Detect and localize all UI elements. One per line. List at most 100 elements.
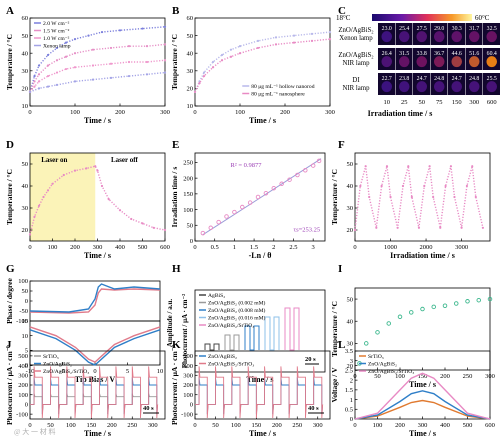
y-axis-label: Temperature / °C [5, 34, 14, 90]
thermal-hotspot [416, 31, 427, 43]
data-point [442, 303, 448, 308]
y-tick-label: 3.5 [345, 348, 353, 355]
data-point [145, 73, 149, 76]
thermal-value: 51.6 [469, 51, 479, 57]
x-axis-label: Time / s [84, 116, 111, 125]
plot-frame [194, 152, 326, 242]
data-point [37, 73, 41, 76]
data-point [87, 34, 90, 37]
data-point [386, 321, 392, 326]
series-line [29, 288, 161, 314]
data-point [389, 195, 392, 199]
data-point [449, 165, 453, 168]
data-point [256, 46, 260, 50]
plot-frame [194, 17, 331, 107]
x-tick-label: 1 [233, 244, 236, 251]
data-point [42, 195, 45, 199]
data-point [55, 59, 59, 62]
y-tick-label: 1.5 [345, 387, 353, 394]
y-tick-label: 200 [18, 382, 28, 389]
x-axis-label: Time / s [249, 429, 276, 438]
y-tick-label: 100 [18, 392, 28, 399]
data-point [100, 184, 104, 188]
data-point [100, 30, 104, 34]
data-point [364, 341, 369, 346]
x-tick-label: 50 [47, 422, 54, 429]
legend-label: 80 μg mL⁻¹ hollow nanorod [251, 84, 314, 90]
data-point [37, 64, 41, 67]
data-point [46, 85, 50, 88]
data-point [310, 32, 314, 35]
y-tick-label: 0 [25, 402, 28, 409]
x-tick-label: 200 [395, 422, 405, 429]
row-label: Xenon lamp [339, 35, 373, 42]
data-point [229, 48, 233, 51]
panel-e: 0 0.5 1 1.5 2 2.5 3 0 50 100 150 200 250 -Ln / θ Irrad… [170, 139, 326, 260]
y-tick-label: 15 [22, 318, 29, 325]
y-axis-label: Temperature / °C [5, 169, 14, 225]
data-point [55, 83, 59, 86]
thermal-xlabel: Irradiation time / s [368, 109, 433, 118]
x-tick-label: 300 [148, 422, 158, 429]
y-tick-label: 10 [187, 103, 194, 110]
y-tick-label: 400 [183, 363, 193, 370]
y-tick-label: 100 [183, 207, 193, 214]
thermal-hotspot [399, 31, 410, 43]
row-label: ZnO/AgBiS₂ [338, 52, 373, 59]
data-point [380, 184, 383, 188]
x-tick-label: 600 [160, 244, 170, 251]
panel-a: 0 100 200 300 10 20 30 40 50 60 Time / s Temperatur… [5, 5, 170, 125]
data-point [91, 78, 95, 81]
y-tick-label: 0.5 [345, 406, 353, 413]
x-tick-label: 0 [93, 368, 96, 375]
thermal-value: 44.6 [452, 51, 462, 57]
y-tick-label: 40 [187, 50, 194, 57]
data-point [407, 165, 410, 168]
y-tick-label: 2.5 [345, 368, 353, 375]
y-tick-label: 2 [350, 377, 353, 384]
legend-label: SrTiO₃ [43, 354, 59, 360]
thermal-value: 36.7 [434, 51, 444, 57]
data-point [118, 29, 122, 32]
x-tick-label: 250 [127, 422, 137, 429]
legend-label: 1.5 W cm⁻² [43, 29, 70, 35]
y-tick-label: 30 [187, 68, 194, 75]
data-point [287, 177, 292, 182]
x-tick-label: 100 [235, 109, 245, 116]
x-tick-label: 200 [440, 373, 450, 380]
data-point [33, 80, 36, 83]
thermal-value: 23.0 [382, 26, 392, 32]
y-tick-label: 0 [190, 238, 193, 245]
y-tick-label: 20 [187, 86, 194, 93]
thermal-colorbar [372, 14, 472, 21]
data-point [238, 45, 242, 48]
data-point [193, 90, 197, 94]
x-tick-label: 3 [312, 244, 315, 251]
panel-d: 0 100 200 300 400 500 600 20 30 40 50 Time / s Tempe… [5, 139, 170, 260]
data-point [73, 66, 77, 69]
thermal-value: 26.4 [382, 51, 392, 57]
data-point [202, 71, 206, 74]
y-axis-label-right: Amplitude / a.u. [166, 299, 174, 347]
panel-letter: J [6, 339, 12, 351]
thermal-value: 32.5 [487, 26, 497, 32]
thermal-time-label: 600 [487, 99, 497, 106]
data-point [303, 168, 308, 173]
data-point [127, 60, 131, 64]
thermal-time-label: 75 [436, 99, 443, 106]
x-tick-label: 600 [485, 422, 495, 429]
thermal-scale-min: 18°C [336, 14, 351, 22]
x-tick-label: 10 [157, 368, 164, 375]
thermal-value: 23.8 [399, 76, 409, 82]
panel-j: 0 50 100 150 200 250 300-1000100200300400500Ti… [5, 339, 166, 438]
thermal-value: 22.7 [382, 76, 392, 82]
y-tick-label: 20 [347, 227, 354, 234]
data-point [240, 204, 245, 210]
data-point [353, 228, 357, 232]
data-point [397, 314, 403, 320]
data-point [232, 209, 237, 215]
y-tick-label: 100 [18, 278, 28, 285]
row-label: DI [352, 77, 360, 84]
x-axis-label: Irradiation time / s [390, 251, 455, 260]
